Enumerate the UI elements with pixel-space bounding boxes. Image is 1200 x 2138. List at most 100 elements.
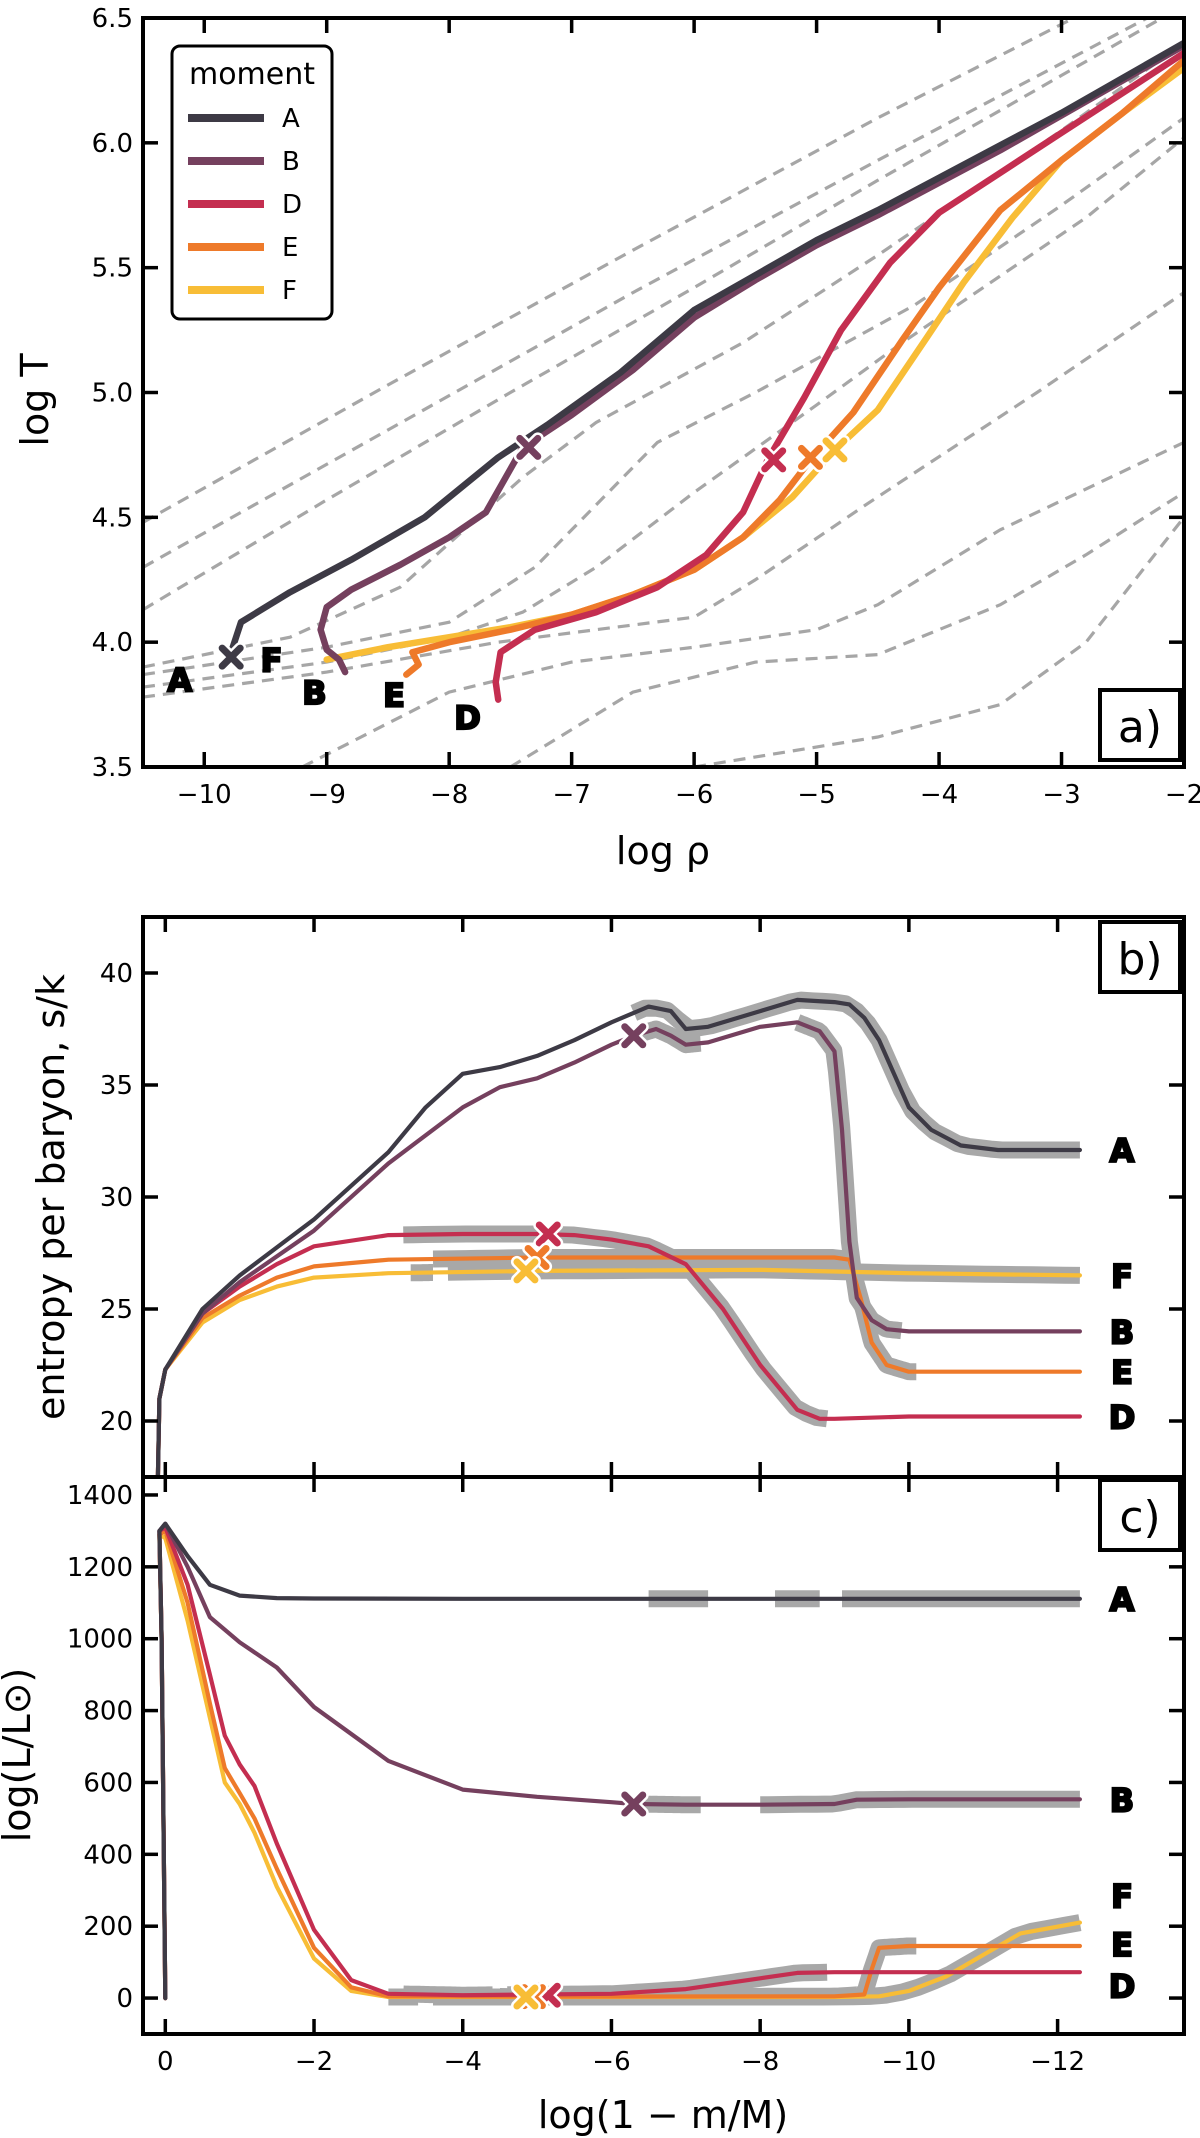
x-tick-label: −6 <box>592 2047 630 2077</box>
series-label-B: B <box>302 674 326 712</box>
y-tick-label: 30 <box>100 1183 133 1213</box>
marker-x-E <box>795 442 826 473</box>
y-tick-label: 5.0 <box>92 379 133 409</box>
x-tick-label: −3 <box>1042 780 1080 810</box>
legend-label-F: F <box>282 276 297 306</box>
x-tick-label: −10 <box>881 2047 936 2077</box>
y-tick-label: 4.5 <box>92 503 133 533</box>
x-tick-label: −7 <box>552 780 590 810</box>
x-axis-title: log(1 − m/M) <box>538 2093 788 2137</box>
plot-area <box>143 18 1184 767</box>
series-label-D: D <box>454 699 481 737</box>
y-tick-label: 20 <box>100 1407 133 1437</box>
marker-cross <box>535 1221 561 1247</box>
y-tick-label: 800 <box>83 1697 133 1727</box>
y-tick-label: 4.0 <box>92 628 133 658</box>
marker-x-D <box>758 444 789 475</box>
x-tick-label: −4 <box>920 780 958 810</box>
y-tick-label: 25 <box>100 1295 133 1325</box>
x-tick-label: 0 <box>157 2047 174 2077</box>
series-label-E: E <box>1111 1354 1133 1392</box>
series-line-F <box>323 64 1184 663</box>
y-tick-label: 5.5 <box>92 254 133 284</box>
halo-A-1 <box>630 991 1080 1159</box>
y-tick-label: 35 <box>100 1071 133 1101</box>
marker-x-B <box>618 1789 649 1820</box>
marker-x-A <box>216 642 247 673</box>
isoline-3 <box>143 18 1166 612</box>
series-label-F: F <box>1111 1878 1133 1916</box>
marker-cross <box>513 1258 539 1284</box>
series-line-E <box>155 1255 1082 1477</box>
panel-tag: b) <box>1117 934 1162 985</box>
x-tick-label: −2 <box>295 2047 333 2077</box>
y-axis-title: log T <box>13 353 57 447</box>
x-tick-label: −5 <box>797 780 835 810</box>
y-tick-label: 40 <box>100 959 133 989</box>
y-tick-label: 1400 <box>67 1481 133 1511</box>
series-line-B <box>317 42 1184 676</box>
series-label-E: E <box>1111 1926 1133 1964</box>
series-label-A: A <box>167 662 192 700</box>
x-tick-label: −4 <box>444 2047 482 2077</box>
series-label-B: B <box>1110 1313 1134 1351</box>
series-line-F <box>157 1532 1082 2001</box>
y-tick-label: 200 <box>83 1912 133 1942</box>
marker-cross <box>797 444 823 470</box>
legend-label-E: E <box>282 233 298 263</box>
x-tick-label: −6 <box>675 780 713 810</box>
x-tick-label: −12 <box>1030 2047 1085 2077</box>
series-label-B: B <box>1110 1781 1134 1819</box>
series-label-E: E <box>383 677 405 715</box>
legend-label-A: A <box>282 104 300 134</box>
y-tick-label: 1200 <box>67 1553 133 1583</box>
marker-x-B <box>618 1020 649 1051</box>
series-label-F: F <box>261 642 283 680</box>
y-tick-label: 0 <box>116 1984 133 2014</box>
isoline-9 <box>509 491 1184 767</box>
isoline-5 <box>143 116 1184 677</box>
marker-x-F <box>510 1981 541 2012</box>
isoline-1 <box>143 18 1078 524</box>
series-line-E <box>403 57 1184 678</box>
series-label-F: F <box>1111 1257 1133 1295</box>
series-line-A <box>157 1521 1082 2001</box>
panel-a-rho-t-diagram: −10 −9 −8 −7 −6 −5 −4 −3 −2 3.5 4.0 4.5 5.0 5.5 6.0 6.5… <box>13 4 1200 873</box>
legend-label-B: B <box>282 147 300 177</box>
series-line-A <box>225 39 1184 663</box>
x-tick-label: −10 <box>177 780 232 810</box>
marker-cross <box>516 434 542 460</box>
x-tick-label: −8 <box>741 2047 779 2077</box>
marker-cross <box>822 437 848 463</box>
plot-area <box>157 1521 1083 2012</box>
series-label-D: D <box>1109 1967 1136 2005</box>
axes-frame <box>141 1475 1186 2036</box>
marker-cross <box>761 447 787 473</box>
series-line-A <box>155 997 1082 1477</box>
isoline-10 <box>693 516 1184 767</box>
isoline-7 <box>143 291 1184 699</box>
marker-x-D <box>533 1218 564 1249</box>
marker-x-B <box>513 432 544 463</box>
panel-tag: a) <box>1118 702 1162 753</box>
plot-area <box>155 991 1082 1477</box>
legend-label-D: D <box>282 190 302 220</box>
series-label-D: D <box>1109 1399 1136 1437</box>
panel-c-luminosity: 0 −2 −4 −6 −8 −10 −12 0 200 400 600 800 1000 1200 1400… <box>0 1475 1186 2137</box>
isoline-2 <box>143 18 1149 569</box>
y-axis-title: log(L/L⊙) <box>0 1668 39 1843</box>
marker-cross <box>218 644 244 670</box>
panel-tag-box <box>1098 688 1182 762</box>
y-tick-label: 600 <box>83 1768 133 1798</box>
y-tick-label: 3.5 <box>92 753 133 783</box>
x-tick-label: −8 <box>430 780 468 810</box>
y-tick-label: 1000 <box>67 1625 133 1655</box>
y-tick-label: 6.0 <box>92 129 133 159</box>
marker-x-F <box>510 1255 541 1286</box>
x-axis-title: log ρ <box>616 829 710 873</box>
marker-x-F <box>819 434 850 465</box>
panel-tag-box <box>1098 1478 1182 1552</box>
